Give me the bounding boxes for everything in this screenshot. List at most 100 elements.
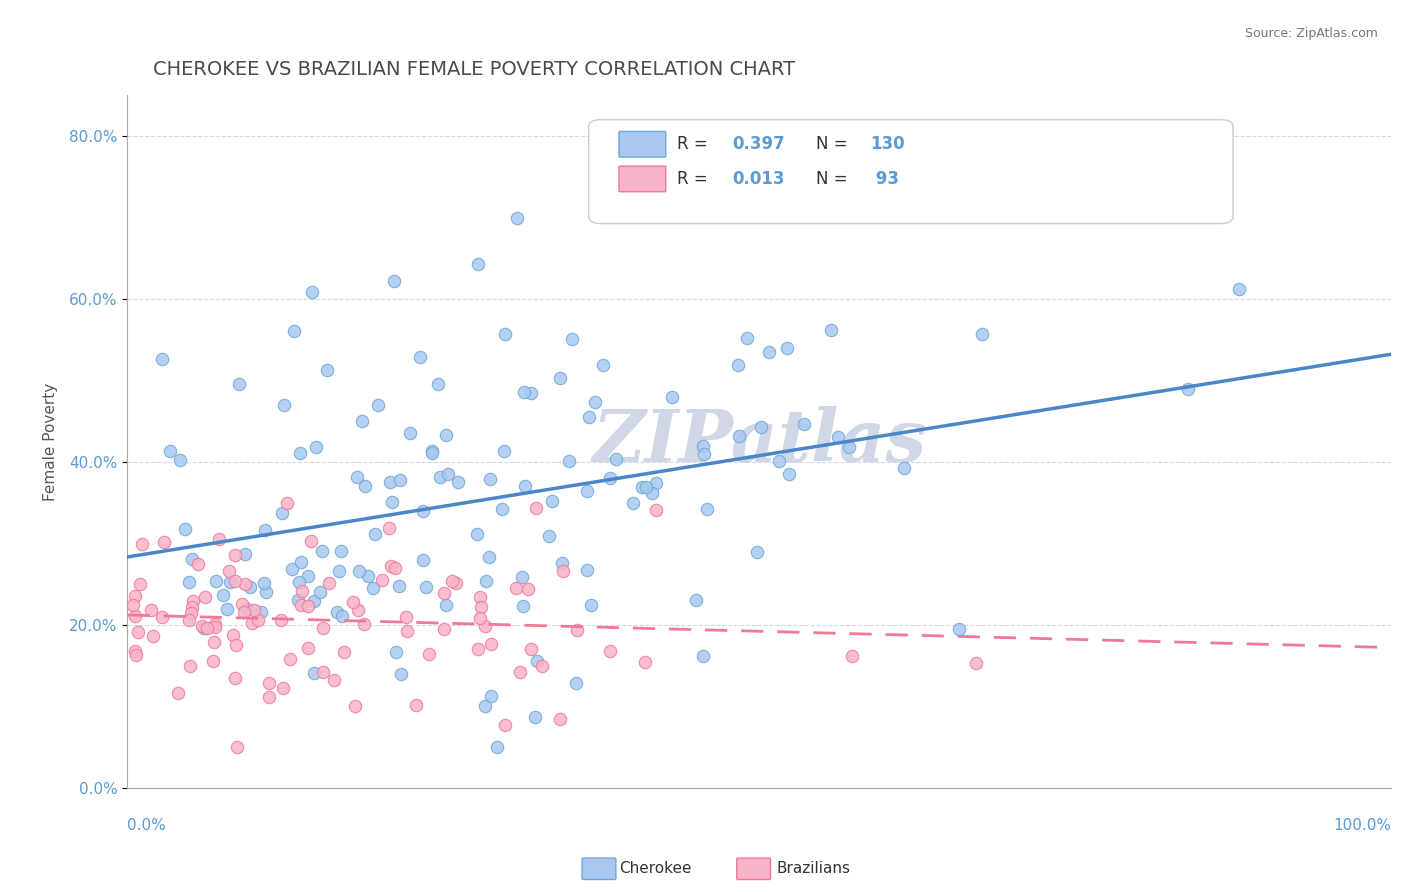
Point bbox=[553, 564, 575, 578]
Point bbox=[312, 665, 335, 680]
Point bbox=[434, 427, 457, 442]
Point bbox=[129, 577, 152, 591]
Point bbox=[440, 574, 463, 588]
Text: N =: N = bbox=[815, 169, 853, 187]
Point bbox=[644, 475, 666, 490]
Point bbox=[124, 648, 146, 663]
Point bbox=[349, 564, 371, 578]
Point bbox=[204, 617, 226, 632]
Point bbox=[183, 593, 205, 607]
Point bbox=[180, 551, 202, 566]
Point bbox=[420, 446, 443, 460]
Point bbox=[561, 332, 583, 346]
Point bbox=[124, 589, 146, 603]
Point bbox=[388, 579, 411, 593]
Point bbox=[531, 658, 554, 673]
Point bbox=[506, 211, 529, 225]
Point bbox=[558, 454, 581, 468]
Point bbox=[124, 609, 146, 624]
Point bbox=[396, 624, 419, 638]
Point bbox=[194, 590, 217, 604]
Point bbox=[167, 686, 190, 700]
Point bbox=[323, 673, 346, 687]
Point bbox=[195, 621, 218, 635]
Point bbox=[242, 615, 264, 630]
Point bbox=[218, 565, 240, 579]
Point bbox=[727, 359, 749, 373]
Point bbox=[384, 645, 406, 659]
Point bbox=[169, 453, 191, 467]
Point bbox=[491, 502, 513, 516]
Point bbox=[283, 324, 305, 338]
Point bbox=[346, 470, 368, 484]
Point bbox=[301, 285, 323, 299]
Point bbox=[131, 537, 153, 551]
Point bbox=[479, 637, 502, 651]
Text: 100.0%: 100.0% bbox=[1333, 818, 1391, 833]
Point bbox=[150, 351, 173, 366]
Text: 93: 93 bbox=[870, 169, 900, 187]
Point bbox=[361, 582, 384, 596]
Point bbox=[236, 601, 259, 615]
Point bbox=[965, 657, 987, 671]
Point bbox=[475, 574, 498, 589]
Point bbox=[827, 430, 849, 444]
Point bbox=[579, 598, 602, 612]
Point bbox=[636, 480, 658, 494]
Point bbox=[159, 444, 181, 458]
Point bbox=[270, 613, 292, 627]
Point bbox=[737, 331, 759, 345]
Point bbox=[468, 611, 491, 625]
Point bbox=[352, 414, 374, 428]
Point bbox=[519, 386, 541, 401]
Point bbox=[224, 671, 246, 685]
Point bbox=[290, 598, 312, 612]
Point bbox=[378, 521, 401, 535]
Y-axis label: Female Poverty: Female Poverty bbox=[44, 383, 58, 501]
Point bbox=[474, 699, 496, 714]
Point bbox=[271, 681, 294, 695]
Point bbox=[692, 648, 714, 663]
Point bbox=[630, 480, 652, 494]
Point bbox=[353, 616, 375, 631]
Point bbox=[316, 363, 339, 377]
Point bbox=[515, 478, 537, 492]
Point bbox=[512, 599, 534, 613]
Point bbox=[253, 576, 276, 591]
Point bbox=[389, 667, 412, 681]
Point bbox=[302, 593, 325, 607]
Point bbox=[465, 527, 488, 541]
Point bbox=[288, 446, 311, 460]
Point bbox=[479, 473, 502, 487]
Point bbox=[567, 624, 589, 638]
Text: 0.0%: 0.0% bbox=[128, 818, 166, 833]
Point bbox=[208, 532, 231, 546]
Point bbox=[520, 642, 543, 657]
Point bbox=[357, 569, 380, 583]
Point bbox=[426, 376, 449, 391]
Point bbox=[548, 370, 571, 384]
Point bbox=[394, 610, 416, 624]
Point bbox=[1227, 282, 1250, 296]
Point bbox=[605, 452, 627, 467]
Point bbox=[429, 470, 451, 484]
Point bbox=[342, 595, 364, 609]
Point bbox=[305, 440, 328, 454]
Point bbox=[202, 635, 225, 649]
Point bbox=[537, 529, 560, 543]
Point bbox=[150, 610, 173, 624]
Point bbox=[524, 500, 547, 515]
Point bbox=[634, 655, 657, 669]
FancyBboxPatch shape bbox=[619, 166, 665, 192]
Point bbox=[299, 533, 322, 548]
Text: 0.013: 0.013 bbox=[733, 169, 785, 187]
Point bbox=[187, 557, 209, 571]
Point bbox=[308, 585, 330, 599]
Point bbox=[467, 257, 489, 271]
Text: CHEROKEE VS BRAZILIAN FEMALE POVERTY CORRELATION CHART: CHEROKEE VS BRAZILIAN FEMALE POVERTY COR… bbox=[153, 60, 794, 78]
Point bbox=[249, 606, 271, 620]
Point bbox=[513, 385, 536, 400]
Text: 0.397: 0.397 bbox=[733, 135, 786, 153]
Point bbox=[728, 429, 751, 443]
Point bbox=[225, 638, 247, 652]
